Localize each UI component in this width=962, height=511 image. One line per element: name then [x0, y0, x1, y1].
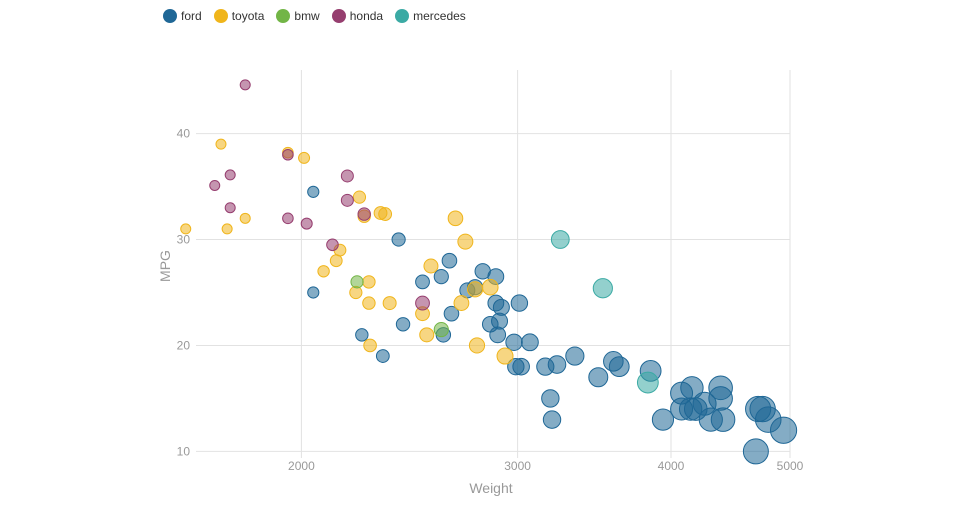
data-point-toyota[interactable] — [317, 265, 330, 278]
data-point-toyota[interactable] — [239, 212, 251, 224]
data-point-honda[interactable] — [282, 148, 294, 161]
data-point-ford[interactable] — [492, 298, 510, 316]
data-point-ford[interactable] — [391, 232, 406, 247]
data-point-honda[interactable] — [340, 193, 354, 207]
series-mercedes — [550, 230, 659, 394]
x-tick-label: 5000 — [777, 459, 804, 473]
x-tick-label: 3000 — [504, 459, 531, 473]
data-point-ford[interactable] — [375, 349, 390, 363]
y-axis-label: MPG — [157, 250, 173, 282]
data-point-toyota[interactable] — [382, 296, 397, 311]
data-point-ford[interactable] — [443, 305, 460, 322]
data-point-honda[interactable] — [282, 212, 294, 225]
data-point-toyota[interactable] — [457, 233, 474, 250]
legend-swatch-honda — [331, 9, 346, 23]
data-point-ford[interactable] — [742, 438, 769, 465]
data-point-ford[interactable] — [505, 333, 523, 351]
data-point-mercedes[interactable] — [636, 371, 659, 394]
data-point-ford[interactable] — [708, 386, 733, 411]
data-point-toyota[interactable] — [362, 275, 376, 289]
x-tick-label: 4000 — [658, 459, 685, 473]
legend-swatch-mercedes — [395, 9, 410, 23]
data-point-ford[interactable] — [307, 185, 320, 198]
axes: 10 20 30 40 2000 3000 4000 5000 — [177, 127, 804, 473]
data-point-toyota[interactable] — [468, 337, 486, 354]
legend-item-toyota[interactable]: toyota — [213, 9, 265, 23]
data-point-ford[interactable] — [355, 328, 369, 342]
legend-swatch-bmw — [276, 9, 291, 23]
series-bmw — [350, 275, 449, 338]
legend-item-mercedes[interactable]: mercedes — [395, 9, 466, 23]
data-point-honda[interactable] — [415, 295, 430, 311]
data-point-ford[interactable] — [441, 252, 458, 269]
data-point-mercedes[interactable] — [592, 278, 613, 299]
data-point-bmw[interactable] — [350, 275, 364, 289]
legend-label: toyota — [231, 9, 265, 23]
data-point-ford[interactable] — [547, 355, 567, 374]
data-point-honda[interactable] — [340, 169, 354, 183]
data-point-toyota[interactable] — [496, 347, 514, 365]
data-point-toyota[interactable] — [378, 207, 393, 221]
data-point-ford[interactable] — [651, 408, 675, 431]
data-points — [180, 79, 798, 465]
legend: ford toyota bmw honda mercedes — [163, 9, 478, 23]
data-point-ford[interactable] — [395, 317, 411, 332]
x-tick-label: 2000 — [288, 459, 315, 473]
data-point-honda[interactable] — [224, 169, 236, 181]
legend-item-bmw[interactable]: bmw — [276, 9, 320, 23]
data-point-toyota[interactable] — [466, 281, 484, 298]
legend-label: ford — [181, 9, 202, 23]
data-point-toyota[interactable] — [215, 138, 227, 150]
data-point-bmw[interactable] — [433, 321, 449, 338]
data-point-ford[interactable] — [433, 268, 449, 285]
legend-item-ford[interactable]: ford — [163, 9, 202, 23]
legend-item-honda[interactable]: honda — [331, 9, 384, 23]
data-point-ford[interactable] — [565, 346, 585, 366]
data-point-honda[interactable] — [357, 207, 371, 221]
legend-label: bmw — [294, 9, 320, 23]
data-point-ford[interactable] — [769, 416, 798, 444]
data-point-toyota[interactable] — [423, 258, 439, 274]
data-point-toyota[interactable] — [329, 254, 343, 268]
legend-swatch-toyota — [213, 9, 228, 23]
y-tick-label: 20 — [177, 338, 191, 352]
data-point-honda[interactable] — [300, 217, 313, 230]
data-point-ford[interactable] — [608, 356, 630, 378]
data-point-ford[interactable] — [588, 367, 609, 388]
data-point-honda[interactable] — [209, 179, 221, 191]
gridlines — [196, 70, 791, 458]
data-point-ford[interactable] — [307, 286, 320, 299]
series-ford — [307, 185, 798, 465]
legend-swatch-ford — [163, 9, 177, 23]
data-point-ford[interactable] — [415, 274, 430, 290]
x-axis-label: Weight — [469, 480, 512, 496]
data-point-ford[interactable] — [510, 294, 529, 312]
data-point-toyota[interactable] — [453, 295, 470, 311]
data-point-toyota[interactable] — [481, 278, 499, 296]
data-point-ford[interactable] — [512, 357, 530, 376]
y-tick-label: 40 — [177, 127, 191, 141]
data-point-honda[interactable] — [224, 202, 236, 214]
data-point-honda[interactable] — [326, 238, 339, 252]
data-point-ford[interactable] — [521, 333, 539, 352]
data-point-mercedes[interactable] — [550, 230, 570, 249]
series-honda — [209, 79, 430, 311]
data-point-ford[interactable] — [710, 407, 736, 432]
y-tick-label: 30 — [177, 233, 191, 247]
data-point-ford[interactable] — [542, 410, 562, 429]
data-point-toyota[interactable] — [352, 190, 367, 204]
data-point-ford[interactable] — [541, 389, 560, 408]
legend-label: honda — [349, 9, 384, 23]
legend-label: mercedes — [413, 9, 466, 23]
y-tick-label: 10 — [177, 444, 191, 458]
data-point-toyota[interactable] — [363, 338, 377, 353]
data-point-toyota[interactable] — [419, 327, 435, 343]
data-point-toyota[interactable] — [221, 223, 233, 235]
data-point-toyota[interactable] — [447, 210, 464, 227]
data-point-toyota[interactable] — [362, 296, 376, 310]
data-point-honda[interactable] — [239, 79, 251, 91]
data-point-toyota[interactable] — [180, 223, 192, 235]
data-point-toyota[interactable] — [298, 151, 311, 164]
